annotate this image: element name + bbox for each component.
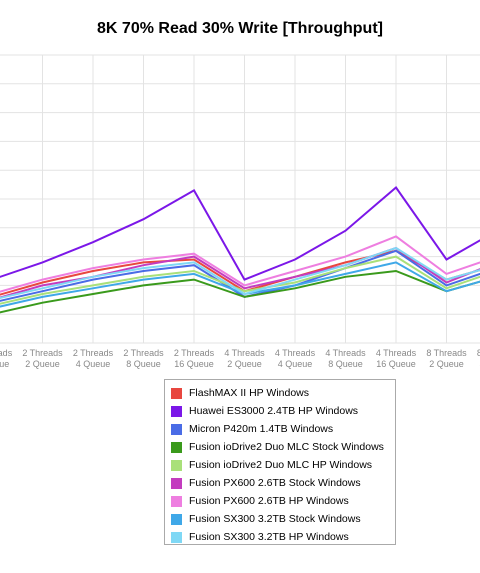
legend-label: Fusion SX300 3.2TB HP Windows (189, 531, 349, 543)
legend-label: Fusion PX600 2.6TB Stock Windows (189, 477, 361, 489)
legend-label: Fusion ioDrive2 Duo MLC HP Windows (189, 459, 373, 471)
legend-label: Huawei ES3000 2.4TB HP Windows (189, 405, 359, 417)
legend-swatch (171, 441, 182, 453)
legend-item: FlashMAX II HP Windows (171, 384, 395, 402)
x-tick-label: 4 Threads 16 Queue (376, 348, 417, 369)
legend-item: Fusion ioDrive2 Duo MLC Stock Windows (171, 438, 395, 456)
x-tick-label: 2 Threads 16 Queue (174, 348, 215, 369)
gridlines (0, 54, 480, 344)
legend-item: Huawei ES3000 2.4TB HP Windows (171, 402, 395, 420)
legend-label: Fusion ioDrive2 Duo MLC Stock Windows (189, 441, 384, 453)
legend-label: Micron P420m 1.4TB Windows (189, 423, 334, 435)
x-tick-label: 8 Threads 2 Queue (426, 348, 467, 369)
x-tick-label: 4 Threads 8 Queue (325, 348, 366, 369)
legend-label: FlashMAX II HP Windows (189, 387, 310, 399)
series-line-1 (0, 249, 480, 296)
series-layer (0, 186, 480, 314)
series-line-2 (0, 186, 480, 281)
legend-swatch (171, 495, 182, 507)
x-tick-label: 2 Threads 4 Queue (73, 348, 114, 369)
legend: FlashMAX II HP Windows Huawei ES3000 2.4T… (164, 379, 396, 545)
series-line-5 (0, 255, 480, 305)
legend-item: Fusion PX600 2.6TB Stock Windows (171, 474, 395, 492)
legend-swatch (171, 423, 182, 435)
legend-label: Fusion SX300 3.2TB Stock Windows (189, 513, 361, 525)
legend-swatch (171, 531, 182, 543)
legend-item: Fusion SX300 3.2TB HP Windows (171, 528, 395, 546)
legend-item: Fusion SX300 3.2TB Stock Windows (171, 510, 395, 528)
legend-swatch (171, 459, 182, 471)
series-line-9 (0, 246, 480, 300)
legend-swatch (171, 405, 182, 417)
legend-item: Fusion ioDrive2 Duo MLC HP Windows (171, 456, 395, 474)
legend-swatch (171, 387, 182, 399)
chart-title: 8K 70% Read 30% Write [Throughput] (97, 20, 383, 37)
series-line-7 (0, 235, 480, 293)
series-line-4 (0, 269, 480, 314)
legend-swatch (171, 477, 182, 489)
x-tick-label: 2 Threads 2 Queue (22, 348, 63, 369)
series-line-3 (0, 249, 480, 302)
legend-item: Micron P420m 1.4TB Windows (171, 420, 395, 438)
legend-item: Fusion PX600 2.6TB HP Windows (171, 492, 395, 510)
x-tick-label: 2 Threads 8 Queue (123, 348, 164, 369)
legend-swatch (171, 513, 182, 525)
legend-label: Fusion PX600 2.6TB HP Windows (189, 495, 349, 507)
x-tick-label: 4 Threads 4 Queue (275, 348, 316, 369)
x-tick-label: 4 Threads 2 Queue (224, 348, 265, 369)
series-line-8 (0, 261, 480, 308)
